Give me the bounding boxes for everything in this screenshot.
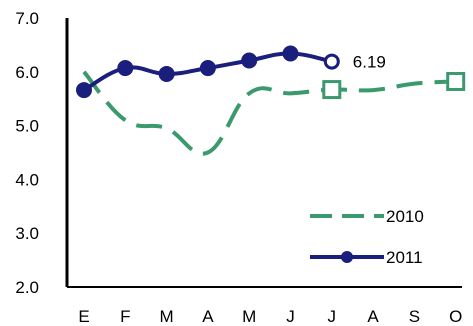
y-tick-label: 3.0 bbox=[15, 224, 39, 243]
data-point-2011 bbox=[323, 53, 340, 70]
y-tick-label: 2.0 bbox=[15, 278, 39, 297]
data-point-2011 bbox=[199, 60, 216, 77]
y-tick-label: 5.0 bbox=[15, 117, 39, 136]
data-point-2011 bbox=[76, 82, 92, 99]
data-point-2011 bbox=[158, 65, 175, 82]
data-point-2011 bbox=[117, 60, 134, 77]
x-tick-label: J bbox=[328, 307, 337, 326]
x-tick-label: S bbox=[409, 307, 420, 326]
x-tick-label: A bbox=[367, 307, 379, 326]
y-tick-label: 6.0 bbox=[15, 63, 39, 82]
y-tick-label: 4.0 bbox=[15, 170, 39, 189]
chart-axes bbox=[65, 18, 462, 288]
data-point-2011 bbox=[282, 45, 299, 62]
data-point-2011 bbox=[241, 52, 258, 69]
x-tick-label: F bbox=[120, 307, 130, 326]
y-tick-labels: 2.0 3.0 4.0 5.0 6.0 7.0 bbox=[15, 9, 39, 297]
x-tick-label: J bbox=[286, 307, 295, 326]
data-label: 6.19 bbox=[353, 53, 386, 72]
x-tick-label: O bbox=[449, 307, 462, 326]
y-tick-label: 7.0 bbox=[15, 9, 39, 28]
x-tick-label: E bbox=[78, 307, 89, 326]
x-tick-label: M bbox=[160, 307, 174, 326]
x-tick-label: M bbox=[242, 307, 256, 326]
series-layer bbox=[76, 45, 466, 156]
legend-marker-2011 bbox=[341, 251, 353, 263]
series-line-2010 bbox=[82, 70, 456, 156]
annotations-layer: 6.19 bbox=[353, 53, 386, 72]
x-tick-label: A bbox=[202, 307, 214, 326]
legend-label: 2011 bbox=[386, 248, 423, 267]
legend: 2010 2011 bbox=[310, 207, 424, 267]
data-point-2010 bbox=[446, 71, 466, 91]
data-point-2010 bbox=[322, 80, 342, 100]
legend-label: 2010 bbox=[386, 207, 424, 226]
